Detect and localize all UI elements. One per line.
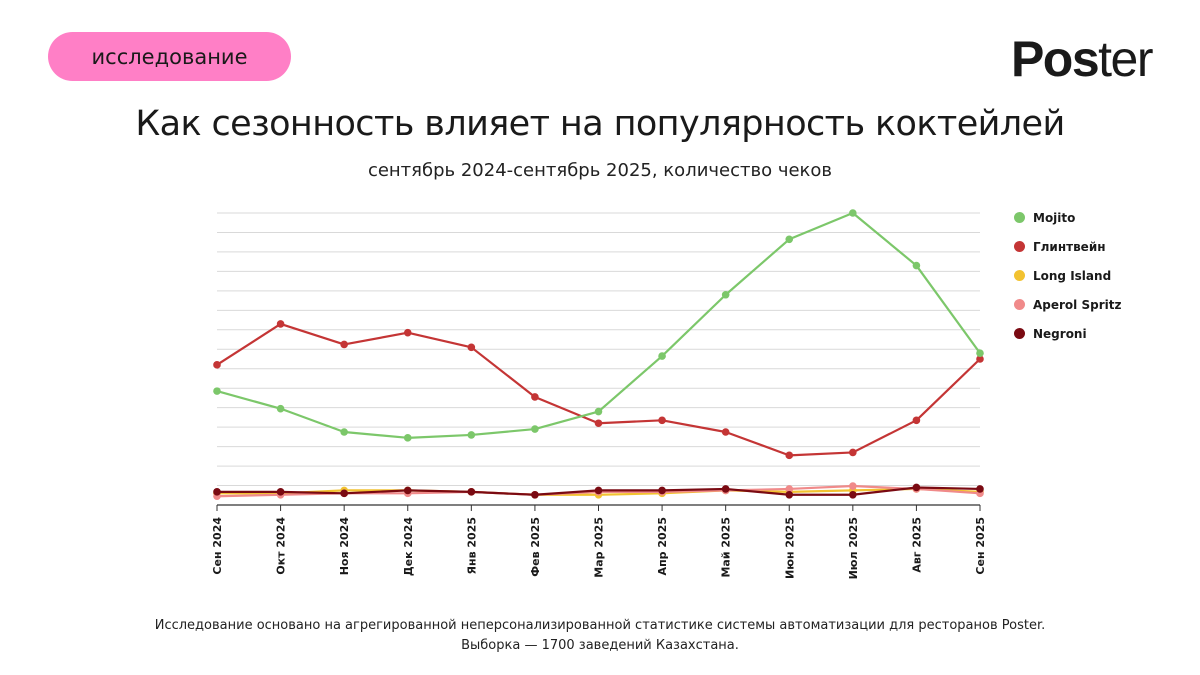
data-point — [403, 486, 412, 495]
data-point — [849, 448, 857, 457]
data-point — [531, 393, 539, 401]
footer-line-2: Выборка — 1700 заведений Казахстана. — [461, 638, 739, 653]
legend-label: Mojito — [1033, 210, 1076, 225]
x-tick-label: Авг 2025 — [910, 517, 923, 573]
data-point — [658, 352, 666, 360]
x-tick-label: Сен 2024 — [211, 517, 224, 575]
data-point — [340, 489, 348, 498]
data-point — [276, 488, 285, 496]
data-point — [467, 431, 476, 439]
poster-logo: Poster — [1010, 30, 1154, 88]
data-point — [213, 387, 221, 395]
chart-legend: Mojito Глинтвейн Long Island Aperol Spritz N… — [1014, 203, 1121, 348]
data-point — [340, 428, 348, 436]
chart-subtitle: сентябрь 2024-сентябрь 2025, количество … — [367, 160, 833, 181]
data-point — [276, 320, 285, 328]
data-point — [531, 490, 539, 499]
data-point — [721, 428, 730, 436]
data-point — [531, 425, 539, 433]
data-point — [213, 361, 221, 369]
legend-marker — [1014, 241, 1025, 252]
data-point — [976, 355, 984, 363]
x-tick-label: Окт 2024 — [275, 517, 288, 575]
data-point — [721, 290, 730, 299]
legend-item-long-island: Long Island — [1014, 261, 1121, 290]
legend-marker — [1014, 270, 1025, 281]
data-point — [594, 486, 603, 495]
x-axis: Сен 2024 Окт 2024 Ноя 2024 Дек 2024 Янв 2025… — [211, 505, 987, 579]
data-point — [785, 485, 794, 493]
data-point — [976, 485, 984, 493]
logo-part-light: ter — [1098, 31, 1153, 87]
data-point — [467, 488, 476, 496]
data-point — [912, 261, 921, 270]
data-point — [912, 483, 921, 492]
legend-item-глинтвейн: Глинтвейн — [1014, 232, 1121, 261]
series-lines — [213, 209, 984, 501]
legend-marker — [1014, 212, 1025, 223]
data-point — [594, 419, 603, 428]
x-tick-label: Дек 2024 — [402, 517, 415, 577]
data-point — [403, 328, 412, 337]
data-point — [849, 209, 857, 217]
chart-title: Как сезонность влияет на популярность ко… — [135, 104, 1065, 144]
legend-marker — [1014, 299, 1025, 310]
legend-label: Negroni — [1033, 326, 1087, 341]
data-point — [467, 343, 476, 352]
x-tick-label: Июн 2025 — [783, 517, 796, 579]
footer-note: Исследование основано на агрегированной … — [0, 616, 1200, 656]
x-tick-label: Апр 2025 — [656, 517, 669, 575]
data-point — [912, 416, 921, 425]
series-line — [215, 322, 982, 457]
legend-label: Aperol Spritz — [1033, 297, 1122, 312]
data-point — [594, 407, 603, 416]
data-point — [849, 490, 857, 499]
x-tick-label: Май 2025 — [720, 517, 733, 578]
legend-item-mojito: Mojito — [1014, 203, 1121, 232]
data-point — [785, 451, 794, 460]
grid-lines — [217, 212, 980, 506]
series-mojito — [213, 209, 984, 442]
data-point — [213, 488, 221, 496]
data-point — [276, 404, 285, 413]
data-point — [340, 340, 348, 349]
data-point — [785, 490, 794, 499]
x-tick-label: Ноя 2024 — [338, 517, 351, 576]
x-tick-label: Мар 2025 — [593, 517, 606, 578]
footer-line-1: Исследование основано на агрегированной … — [154, 618, 1046, 633]
x-tick-label: Сен 2025 — [974, 517, 987, 575]
series-line — [215, 211, 982, 439]
legend-item-negroni: Negroni — [1014, 319, 1121, 348]
data-point — [785, 235, 794, 244]
data-point — [721, 485, 730, 493]
legend-item-aperol-spritz: Aperol Spritz — [1014, 290, 1121, 319]
data-point — [976, 349, 984, 357]
legend-label: Глинтвейн — [1033, 239, 1106, 254]
series-negroni — [213, 483, 984, 499]
data-point — [849, 482, 857, 490]
legend-label: Long Island — [1033, 268, 1112, 283]
series-глинтвейн — [213, 320, 984, 460]
x-tick-label: Фев 2025 — [529, 517, 542, 577]
data-point — [658, 416, 666, 425]
x-tick-label: Июл 2025 — [847, 517, 860, 579]
data-point — [658, 486, 666, 495]
data-point — [403, 434, 412, 442]
legend-marker — [1014, 328, 1025, 339]
study-tag: исследование — [48, 32, 291, 81]
logo-part-bold: Pos — [1010, 31, 1100, 87]
x-tick-label: Янв 2025 — [465, 517, 478, 574]
